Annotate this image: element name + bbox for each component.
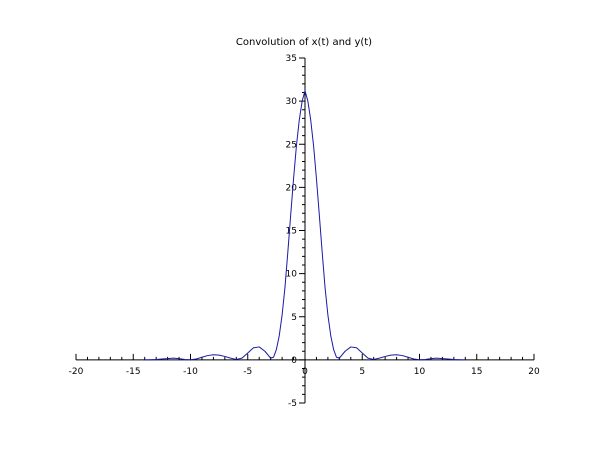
x-tick-label: 5 [359,367,365,377]
x-tick-label: 0 [302,367,308,377]
tick-labels: -20 -15 -10 -5 0 5 10 15 20 -5 0 5 10 15 20 25 30 35 [69,54,540,409]
x-tick-label: -20 [69,367,84,377]
y-tick-label: 30 [286,97,298,107]
y-tick-label: 20 [286,183,298,193]
y-tick-label: -5 [288,399,297,409]
y-tick-label: 35 [286,54,297,64]
y-tick-label: 5 [291,313,297,323]
y-tick-label: 10 [286,270,298,280]
series-layer [144,90,466,361]
y-tick-label: 15 [286,227,297,237]
x-tick-label: 20 [528,367,540,377]
x-tick-label: 15 [471,367,482,377]
x-tick-label: -5 [243,367,252,377]
y-tick-label: 25 [286,140,297,150]
x-tick-label: 10 [414,367,426,377]
chart-title: Convolution of x(t) and y(t) [236,37,372,48]
x-tick-label: -10 [183,367,198,377]
axis-ticks [75,57,535,404]
series-line-0 [144,90,466,361]
y-tick-label: 0 [291,356,297,366]
x-tick-label: -15 [126,367,141,377]
